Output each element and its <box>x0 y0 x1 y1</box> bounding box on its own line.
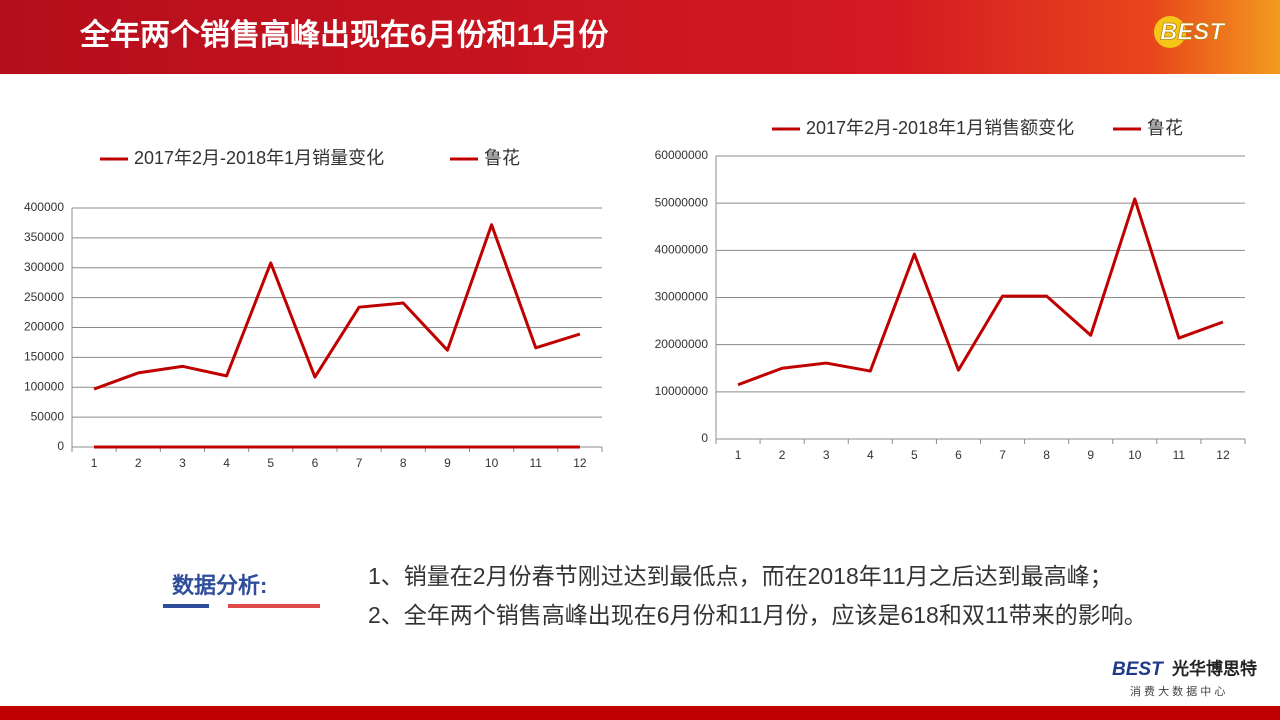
x-tick-label: 10 <box>1128 448 1142 462</box>
data-line <box>93 223 581 391</box>
legend-label: 鲁花 <box>1147 118 1183 138</box>
x-tick-label: 5 <box>911 448 918 462</box>
x-tick-label: 3 <box>179 456 186 470</box>
footer-logo: BEST <box>1112 659 1164 680</box>
legend-label: 鲁花 <box>484 148 520 168</box>
charts: 0500001000001500002000002500003000003500… <box>24 118 1246 470</box>
x-tick-label: 10 <box>485 456 499 470</box>
x-tick-label: 8 <box>400 456 407 470</box>
data-line <box>737 197 1224 387</box>
x-tick-label: 11 <box>530 456 543 470</box>
y-tick-label: 0 <box>57 439 64 453</box>
x-tick-label: 11 <box>1173 448 1186 462</box>
y-tick-label: 30000000 <box>655 290 709 304</box>
y-tick-label: 400000 <box>24 200 64 214</box>
x-tick-label: 4 <box>223 456 230 470</box>
y-tick-label: 0 <box>701 431 708 445</box>
y-tick-label: 50000000 <box>655 195 709 209</box>
x-tick-label: 9 <box>1087 448 1094 462</box>
y-tick-label: 10000000 <box>655 384 709 398</box>
y-tick-label: 20000000 <box>655 337 709 351</box>
y-tick-label: 200000 <box>24 320 64 334</box>
y-tick-label: 300000 <box>24 260 64 274</box>
x-tick-label: 2 <box>135 456 142 470</box>
y-tick-label: 40000000 <box>655 243 709 257</box>
analysis-line: 2、全年两个销售高峰出现在6月份和11月份，应该是618和双11带来的影响。 <box>368 602 1147 628</box>
y-tick-label: 150000 <box>24 350 64 364</box>
header-logo: BEST <box>1160 18 1226 45</box>
footer-sub: 消 费 大 数 据 中 心 <box>1130 684 1225 698</box>
x-tick-label: 8 <box>1043 448 1050 462</box>
x-tick-label: 1 <box>91 456 98 470</box>
x-tick-label: 6 <box>955 448 962 462</box>
footer-band <box>0 706 1280 720</box>
legend-label: 2017年2月-2018年1月销量变化 <box>134 148 384 168</box>
x-tick-label: 9 <box>444 456 451 470</box>
y-tick-label: 50000 <box>31 409 65 423</box>
analysis-label: 数据分析: <box>172 573 267 598</box>
slide-title: 全年两个销售高峰出现在6月份和11月份 <box>79 18 608 52</box>
x-tick-label: 4 <box>867 448 874 462</box>
y-tick-label: 60000000 <box>655 148 709 162</box>
x-tick-label: 5 <box>267 456 274 470</box>
x-tick-label: 6 <box>312 456 319 470</box>
x-tick-label: 3 <box>823 448 830 462</box>
logo-circle <box>1154 16 1186 48</box>
x-tick-label: 7 <box>999 448 1006 462</box>
y-tick-label: 250000 <box>24 290 64 304</box>
y-tick-label: 350000 <box>24 230 64 244</box>
x-tick-label: 12 <box>573 456 587 470</box>
x-tick-label: 1 <box>735 448 742 462</box>
underline-red <box>228 604 320 608</box>
analysis-line: 1、销量在2月份春节刚过达到最低点，而在2018年11月之后达到最高峰； <box>368 563 1113 589</box>
header-band <box>0 0 1280 74</box>
legend-label: 2017年2月-2018年1月销售额变化 <box>806 118 1074 138</box>
footer-brand: 光华博思特 <box>1171 658 1257 678</box>
x-tick-label: 2 <box>779 448 786 462</box>
y-tick-label: 100000 <box>24 379 64 393</box>
underline-blue <box>163 604 209 608</box>
x-tick-label: 12 <box>1216 448 1230 462</box>
x-tick-label: 7 <box>356 456 363 470</box>
